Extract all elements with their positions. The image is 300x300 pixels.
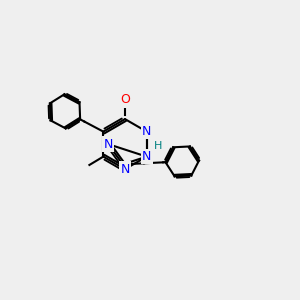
Text: N: N <box>142 125 151 138</box>
Text: H: H <box>154 141 163 151</box>
Text: N: N <box>142 150 151 163</box>
Text: O: O <box>120 93 130 106</box>
Text: N: N <box>120 163 130 176</box>
Text: N: N <box>103 138 113 151</box>
